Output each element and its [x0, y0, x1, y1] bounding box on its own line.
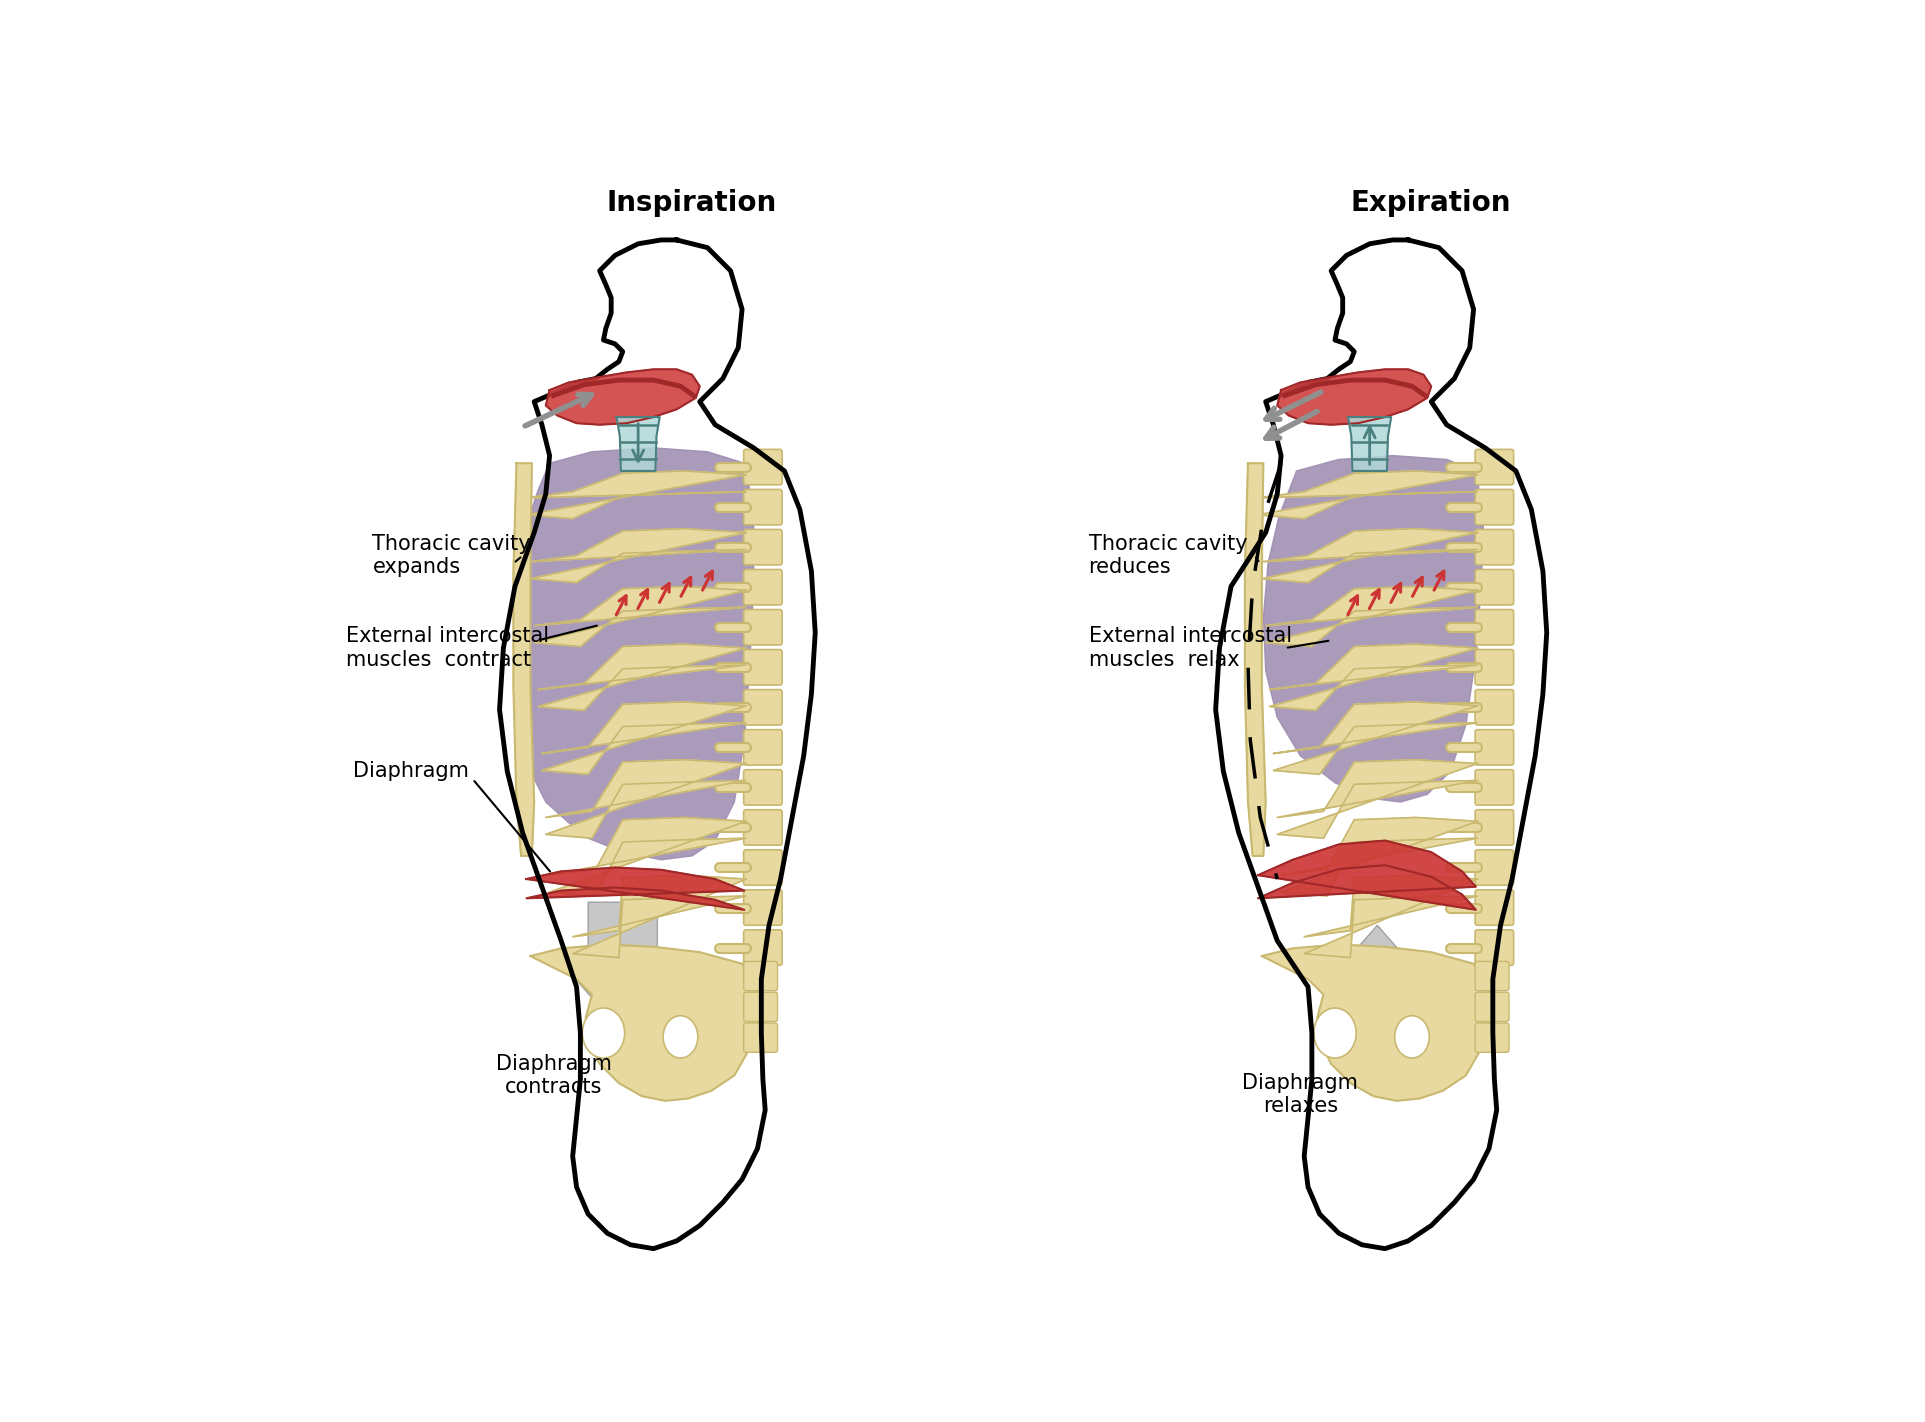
Polygon shape [1305, 875, 1478, 957]
FancyBboxPatch shape [743, 729, 782, 765]
Ellipse shape [581, 1008, 624, 1058]
FancyBboxPatch shape [1475, 729, 1513, 765]
Polygon shape [1263, 455, 1484, 802]
Polygon shape [531, 944, 760, 1101]
Polygon shape [1263, 529, 1478, 583]
FancyBboxPatch shape [743, 1022, 778, 1052]
FancyBboxPatch shape [1475, 961, 1509, 991]
Text: External intercostal
muscles  contract: External intercostal muscles contract [346, 627, 549, 670]
FancyBboxPatch shape [743, 650, 782, 685]
Polygon shape [539, 644, 747, 711]
Ellipse shape [662, 1015, 697, 1058]
FancyBboxPatch shape [743, 769, 782, 805]
Polygon shape [547, 759, 747, 838]
Text: Inspiration: Inspiration [606, 189, 778, 218]
Polygon shape [1259, 471, 1478, 519]
Polygon shape [616, 417, 660, 471]
FancyBboxPatch shape [1475, 809, 1513, 845]
FancyBboxPatch shape [743, 569, 782, 604]
Polygon shape [1274, 702, 1478, 775]
Ellipse shape [1394, 1015, 1428, 1058]
Polygon shape [1263, 944, 1492, 1101]
FancyBboxPatch shape [743, 529, 782, 565]
Polygon shape [1348, 417, 1392, 471]
Polygon shape [1270, 644, 1478, 711]
Text: External intercostal
muscles  relax: External intercostal muscles relax [1090, 627, 1292, 670]
Polygon shape [531, 529, 747, 583]
FancyBboxPatch shape [743, 890, 782, 926]
FancyBboxPatch shape [1475, 690, 1513, 725]
Polygon shape [1259, 840, 1476, 910]
FancyBboxPatch shape [1475, 930, 1513, 966]
FancyBboxPatch shape [1475, 569, 1513, 604]
FancyBboxPatch shape [1475, 769, 1513, 805]
Polygon shape [516, 448, 755, 860]
Text: Thoracic cavity
reduces: Thoracic cavity reduces [1090, 535, 1247, 577]
Polygon shape [1278, 759, 1478, 838]
Polygon shape [526, 867, 745, 910]
Polygon shape [547, 370, 701, 425]
Polygon shape [526, 471, 747, 519]
Text: Thoracic cavity
expands: Thoracic cavity expands [373, 535, 531, 577]
Polygon shape [1245, 464, 1267, 856]
Polygon shape [551, 818, 747, 896]
Polygon shape [1324, 926, 1430, 1048]
FancyBboxPatch shape [1475, 529, 1513, 565]
Polygon shape [574, 875, 747, 957]
Polygon shape [500, 240, 816, 1249]
Text: Diaphragm: Diaphragm [354, 761, 470, 781]
Text: Diaphragm
contracts: Diaphragm contracts [495, 1054, 612, 1096]
Ellipse shape [1313, 1008, 1355, 1058]
Polygon shape [535, 586, 747, 647]
FancyBboxPatch shape [743, 850, 782, 886]
FancyBboxPatch shape [1475, 993, 1509, 1021]
FancyBboxPatch shape [743, 489, 782, 525]
Polygon shape [1267, 586, 1478, 647]
FancyBboxPatch shape [743, 930, 782, 966]
Polygon shape [543, 702, 747, 775]
FancyBboxPatch shape [743, 449, 782, 485]
FancyBboxPatch shape [743, 610, 782, 646]
FancyBboxPatch shape [1475, 489, 1513, 525]
FancyBboxPatch shape [1475, 650, 1513, 685]
Text: Expiration: Expiration [1351, 189, 1511, 218]
Polygon shape [1278, 370, 1430, 425]
FancyBboxPatch shape [1475, 1022, 1509, 1052]
FancyBboxPatch shape [1475, 850, 1513, 886]
FancyBboxPatch shape [743, 993, 778, 1021]
Text: Diaphragm
relaxes: Diaphragm relaxes [1242, 1074, 1359, 1116]
Polygon shape [1282, 818, 1478, 896]
Polygon shape [514, 464, 535, 856]
FancyBboxPatch shape [743, 809, 782, 845]
FancyBboxPatch shape [1475, 449, 1513, 485]
FancyBboxPatch shape [1475, 890, 1513, 926]
Polygon shape [1217, 240, 1548, 1249]
Polygon shape [570, 902, 678, 1032]
FancyBboxPatch shape [1475, 610, 1513, 646]
FancyBboxPatch shape [743, 961, 778, 991]
FancyBboxPatch shape [743, 690, 782, 725]
